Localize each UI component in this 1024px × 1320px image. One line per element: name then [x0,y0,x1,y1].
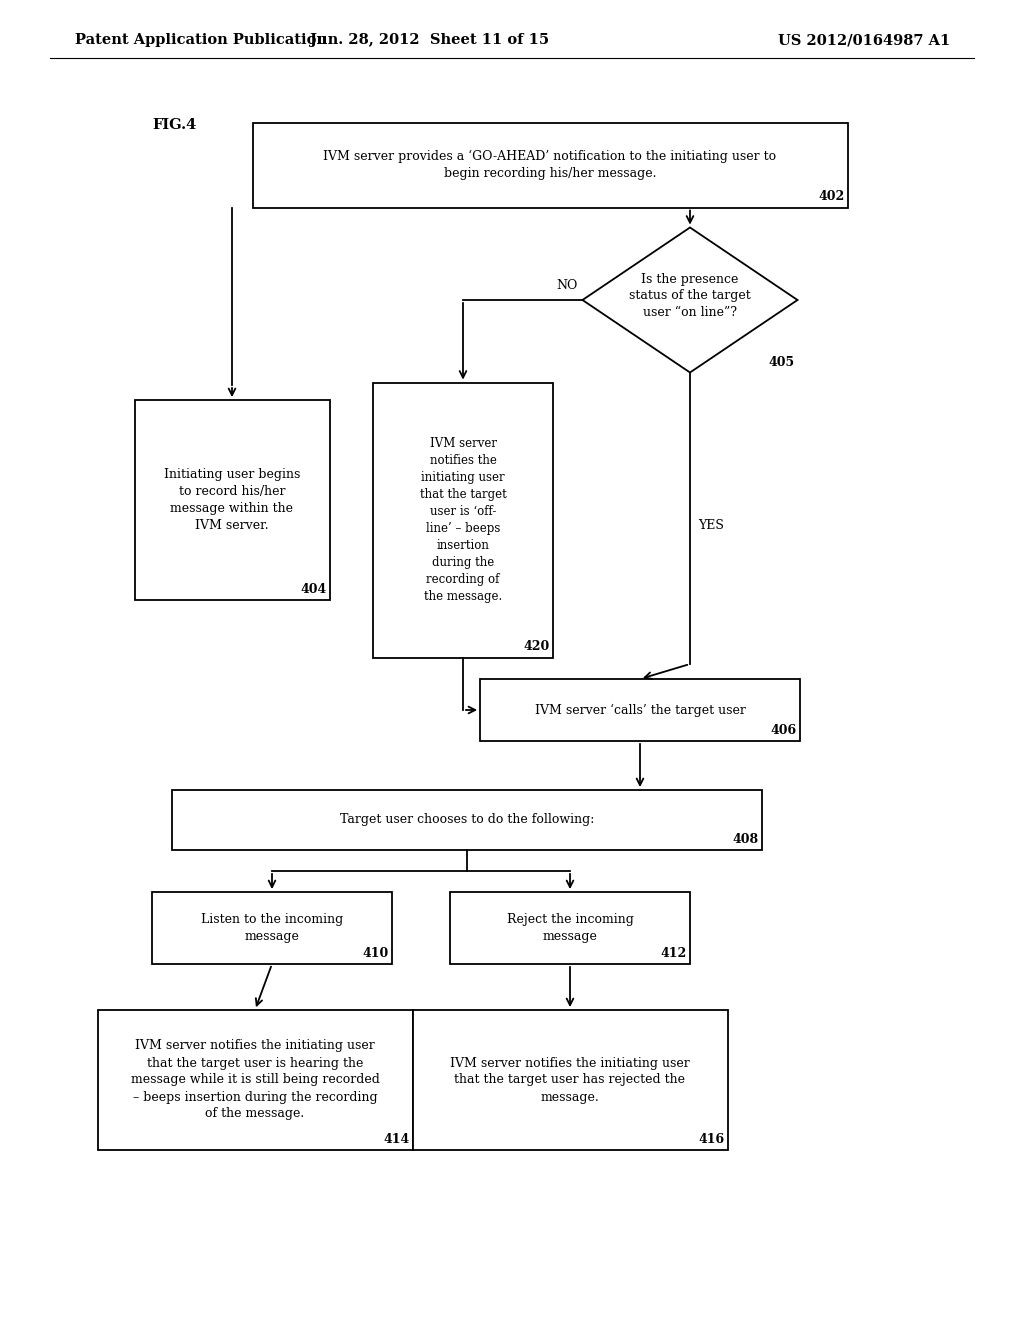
Bar [152,892,392,964]
Bar [413,1010,727,1150]
Text: Patent Application Publication: Patent Application Publication [75,33,327,48]
Polygon shape [583,227,798,372]
Text: IVM server
notifies the
initiating user
that the target
user is ‘off-
line’ – be: IVM server notifies the initiating user … [420,437,507,603]
Text: NO: NO [556,279,578,292]
Text: IVM server provides a ‘GO-AHEAD’ notification to the initiating user to
begin re: IVM server provides a ‘GO-AHEAD’ notific… [324,150,776,180]
Text: Jun. 28, 2012  Sheet 11 of 15: Jun. 28, 2012 Sheet 11 of 15 [310,33,550,48]
Text: 410: 410 [362,946,389,960]
Text: 420: 420 [523,640,550,653]
Text: 406: 406 [771,723,797,737]
Bar [253,123,848,207]
Bar [373,383,553,657]
Bar [172,789,762,850]
Text: 412: 412 [660,946,687,960]
Bar [480,678,800,741]
Text: 402: 402 [818,190,845,203]
Text: Reject the incoming
message: Reject the incoming message [507,913,634,942]
Text: IVM server notifies the initiating user
that the target user has rejected the
me: IVM server notifies the initiating user … [451,1056,690,1104]
Text: 405: 405 [768,355,795,368]
Bar [97,1010,413,1150]
Text: FIG.4: FIG.4 [152,117,197,132]
Text: IVM server ‘calls’ the target user: IVM server ‘calls’ the target user [535,704,745,717]
Text: 408: 408 [733,833,759,846]
Text: 416: 416 [698,1133,725,1146]
Text: Is the presence
status of the target
user “on line”?: Is the presence status of the target use… [629,272,751,319]
Text: 404: 404 [300,583,327,597]
Bar [450,892,690,964]
Text: YES: YES [698,519,724,532]
Text: US 2012/0164987 A1: US 2012/0164987 A1 [778,33,950,48]
Text: IVM server notifies the initiating user
that the target user is hearing the
mess: IVM server notifies the initiating user … [131,1040,380,1121]
Bar [134,400,330,601]
Text: Listen to the incoming
message: Listen to the incoming message [201,913,343,942]
Text: 414: 414 [383,1133,410,1146]
Text: Initiating user begins
to record his/her
message within the
IVM server.: Initiating user begins to record his/her… [164,469,300,532]
Text: Target user chooses to do the following:: Target user chooses to do the following: [340,813,594,826]
